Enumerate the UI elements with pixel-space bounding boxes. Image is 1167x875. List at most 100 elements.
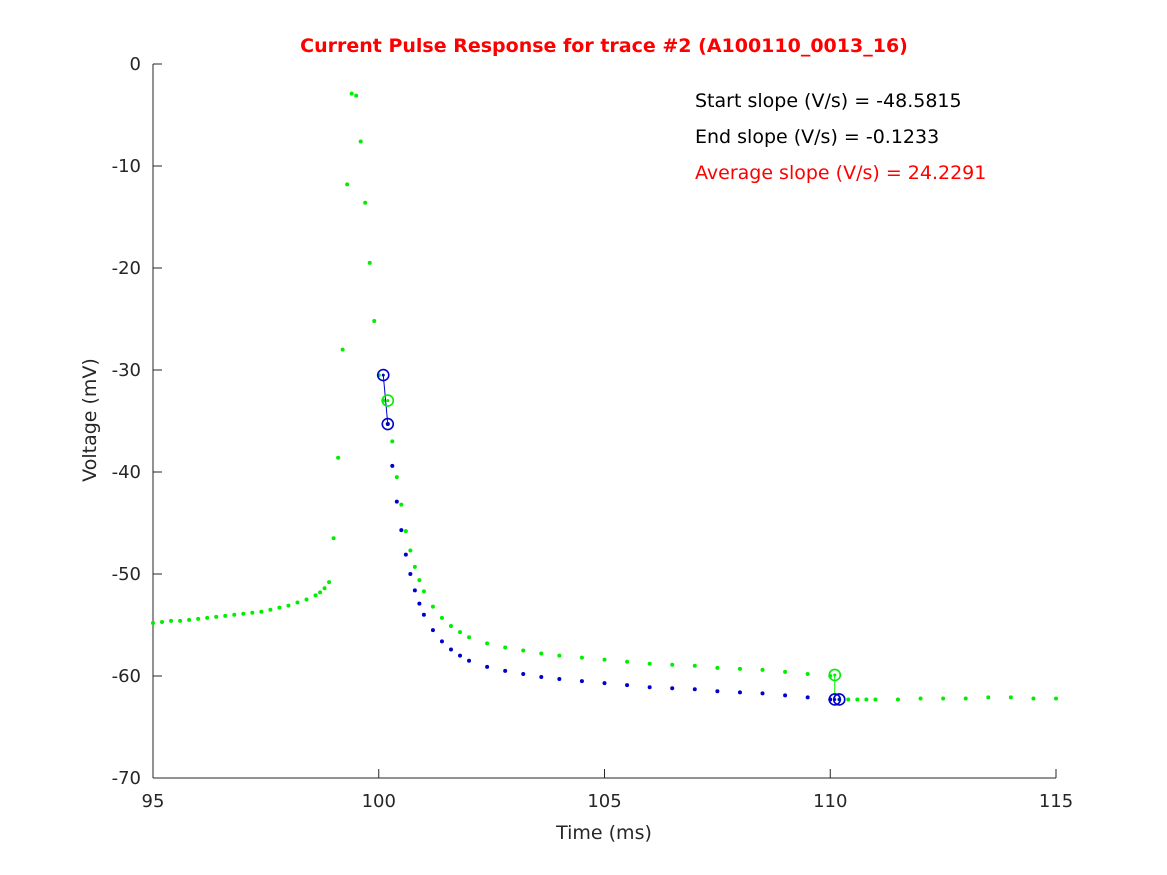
x-tick-label: 100 <box>362 791 396 812</box>
x-tick-label: 115 <box>1039 791 1073 812</box>
blue-trace-point <box>539 675 544 680</box>
marker-center <box>833 673 837 677</box>
green-trace-point <box>268 607 273 612</box>
green-trace-point <box>805 671 810 676</box>
green-trace-point <box>864 697 869 702</box>
green-trace-point <box>399 502 404 507</box>
blue-trace-point <box>399 528 404 533</box>
green-trace-point <box>363 200 368 205</box>
blue-trace-point <box>503 668 508 673</box>
green-trace-point <box>963 696 968 701</box>
annotations: Start slope (V/s) = -48.5815 End slope (V… <box>695 90 986 184</box>
green-trace-point <box>232 612 237 617</box>
blue-trace-point <box>715 689 720 694</box>
y-tick-label: 0 <box>130 54 141 75</box>
green-trace-point <box>670 662 675 667</box>
blue-trace-point <box>737 690 742 695</box>
green-trace-point <box>394 475 399 480</box>
green-trace-point <box>458 630 463 635</box>
slope-annotation: End slope (V/s) = -0.1233 <box>695 126 939 148</box>
green-trace-point <box>846 697 851 702</box>
green-trace-point <box>1054 696 1058 701</box>
green-trace-point <box>417 578 422 583</box>
green-trace-point <box>783 669 788 674</box>
blue-trace-point <box>670 686 675 691</box>
green-trace-point <box>439 615 444 620</box>
green-trace-point <box>340 347 345 352</box>
green-trace-point <box>503 645 508 650</box>
plot-marks <box>151 91 1058 706</box>
blue-trace-point <box>448 647 453 652</box>
chart-title: Current Pulse Response for trace #2 (A10… <box>300 35 908 57</box>
green-trace-point <box>214 614 219 619</box>
green-trace-point <box>336 455 341 460</box>
blue-trace-point <box>417 601 422 606</box>
y-tick-label: -60 <box>112 666 141 687</box>
y-tick-label: -20 <box>112 258 141 279</box>
green-trace-point <box>151 620 155 625</box>
slope-annotation: Average slope (V/s) = 24.2291 <box>695 162 986 184</box>
axes: 95 100 105 110 115 0 -10 -20 -30 -40 -50 -60 -70 <box>112 54 1074 812</box>
y-tick-label: -10 <box>112 156 141 177</box>
green-trace-point <box>223 613 228 618</box>
blue-trace-point <box>760 691 765 696</box>
green-trace-point <box>367 260 372 265</box>
green-trace-point <box>873 697 878 702</box>
green-trace-point <box>760 667 765 672</box>
green-trace-point <box>354 93 359 98</box>
green-trace-point <box>169 618 174 623</box>
green-trace-point <box>941 696 946 701</box>
blue-trace-point <box>647 685 652 690</box>
blue-trace-point <box>805 695 810 700</box>
green-trace-point <box>403 529 408 534</box>
slope-annotation: Start slope (V/s) = -48.5815 <box>695 90 962 112</box>
green-trace-point <box>986 695 991 700</box>
marker-circle <box>381 394 395 407</box>
green-trace-point <box>485 641 490 646</box>
green-trace-point <box>327 580 332 585</box>
green-trace-point <box>1008 695 1013 700</box>
connector-segment <box>382 375 389 425</box>
marker-circle <box>828 668 842 682</box>
marker-center <box>386 399 390 403</box>
blue-trace-point <box>394 499 399 504</box>
green-trace-point <box>250 610 255 615</box>
blue-trace-point <box>421 612 426 617</box>
green-trace-point <box>579 655 584 660</box>
green-trace-point <box>349 91 354 96</box>
blue-trace-point <box>403 552 408 557</box>
green-trace-point <box>277 605 282 610</box>
green-trace-point <box>322 586 327 591</box>
x-axis-label: Time (ms) <box>555 822 652 844</box>
green-trace-point <box>625 659 630 664</box>
green-trace-point <box>259 609 264 614</box>
green-trace-point <box>692 663 697 668</box>
green-trace-point <box>539 651 544 656</box>
green-trace-point <box>331 536 336 541</box>
green-trace-point <box>372 319 377 324</box>
marker-circle <box>376 368 390 382</box>
blue-trace-point <box>602 681 607 686</box>
green-trace-point <box>286 603 291 608</box>
blue-trace-point <box>521 671 526 676</box>
green-trace-point <box>241 611 246 616</box>
x-tick-label: 95 <box>142 791 165 812</box>
x-tick-label: 105 <box>587 791 621 812</box>
blue-trace-point <box>783 693 788 698</box>
green-trace-point <box>196 616 201 621</box>
marker-circle <box>832 693 846 706</box>
green-trace-point <box>647 661 652 666</box>
y-tick-label: -70 <box>112 768 141 789</box>
blue-trace-point <box>412 588 417 593</box>
green-trace-point <box>304 597 309 602</box>
y-tick-label: -30 <box>112 360 141 381</box>
marker-center <box>381 373 385 377</box>
blue-trace-point <box>579 679 584 684</box>
green-trace-point <box>313 593 318 598</box>
green-trace-point <box>918 696 923 701</box>
green-trace-point <box>737 666 742 671</box>
green-trace-point <box>855 697 860 702</box>
marker-center <box>837 697 841 701</box>
green-trace-point <box>178 618 183 623</box>
